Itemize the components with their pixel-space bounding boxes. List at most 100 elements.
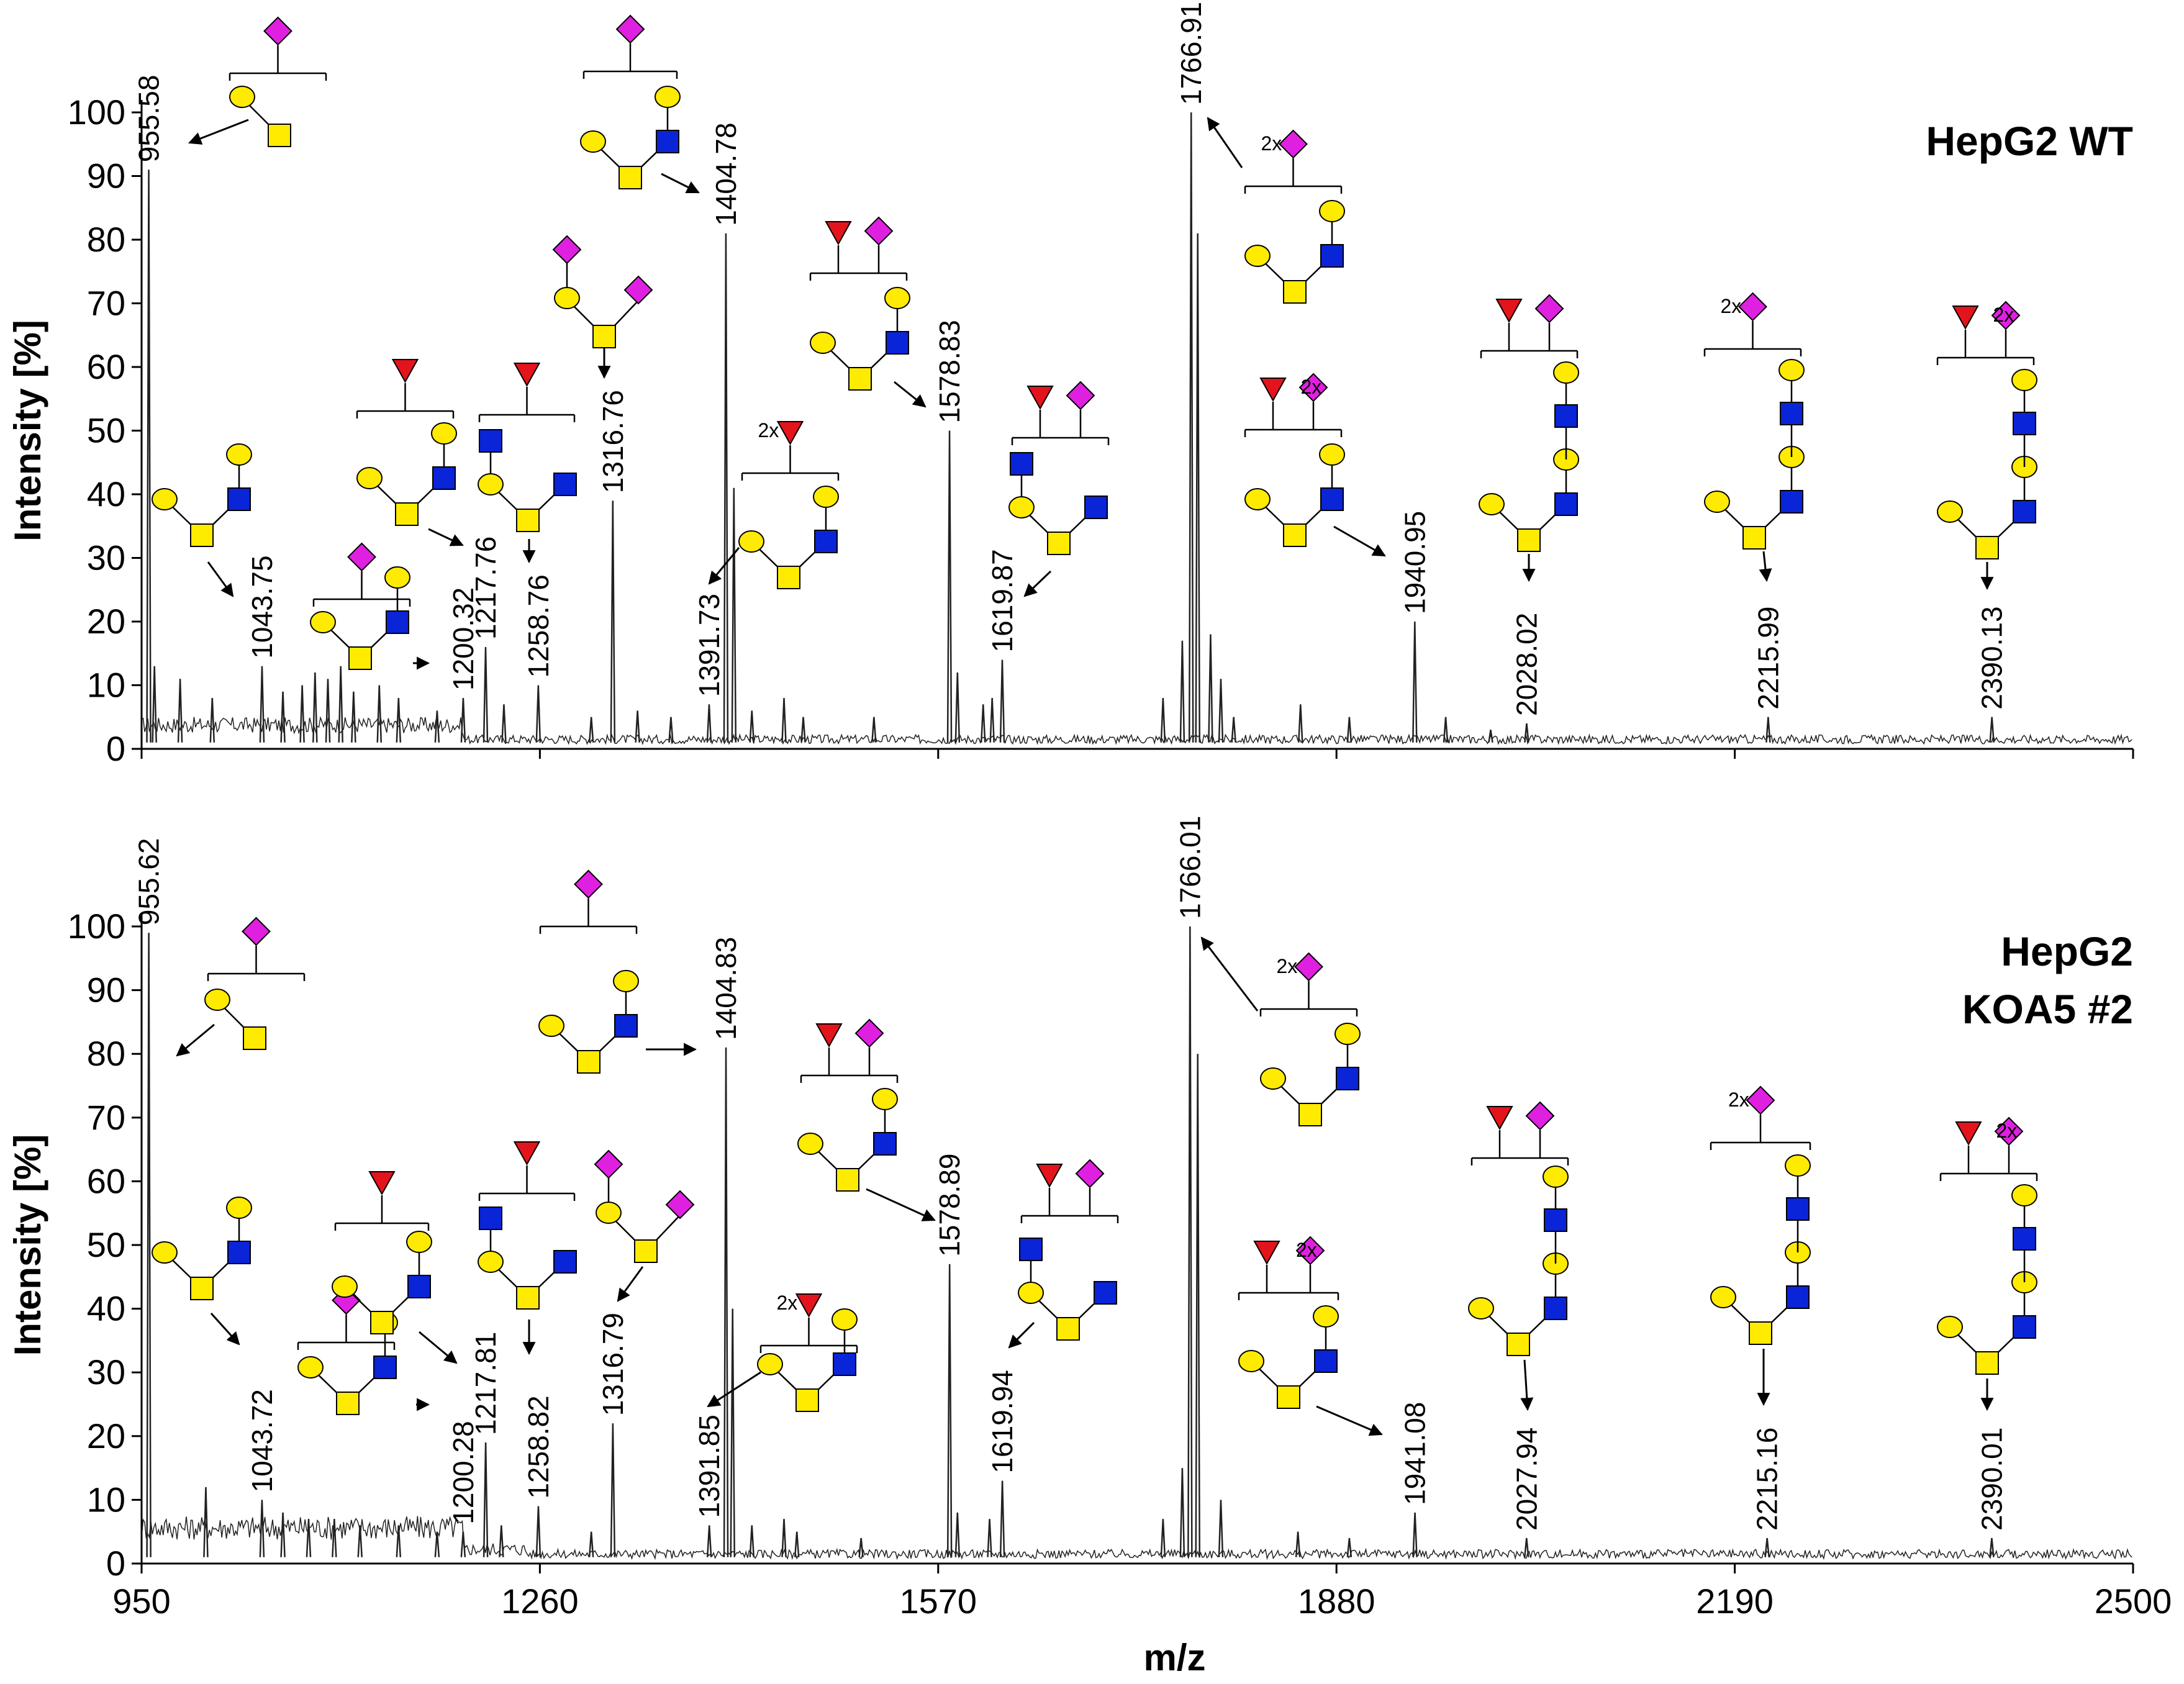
galnac-icon xyxy=(634,1239,658,1263)
spectrum-peak xyxy=(280,691,286,743)
annotation-arrow xyxy=(617,1266,644,1302)
galactose-icon xyxy=(384,566,410,589)
glycan-structure-12: 2x xyxy=(1238,1236,1383,1436)
galactose-icon xyxy=(204,989,230,1011)
glcnac-icon xyxy=(2013,1227,2036,1251)
galactose-icon xyxy=(310,611,336,633)
annotation-arrow xyxy=(1023,570,1052,597)
annotation-arrow xyxy=(894,381,927,408)
galactose-icon xyxy=(580,130,606,153)
galactose-icon xyxy=(226,443,252,466)
spectrum-peak xyxy=(987,1519,992,1557)
galactose-icon xyxy=(152,1241,178,1264)
spectrum-peak xyxy=(351,691,356,743)
panel-title: KOA5 #2 xyxy=(1962,986,2133,1032)
y-tick-label: 80 xyxy=(87,220,125,259)
spectrum-peak xyxy=(858,1537,864,1557)
fucose-icon xyxy=(1253,1241,1280,1265)
count-label: 2x xyxy=(1721,295,1742,317)
peak-label: 1619.94 xyxy=(986,1370,1018,1473)
peak-label: 2028.02 xyxy=(1510,613,1543,716)
spectrum-peak xyxy=(1160,1519,1166,1557)
glycan-structure-14: 2x xyxy=(1703,292,1805,582)
glycan-structure-10 xyxy=(1008,1159,1119,1349)
y-tick-label: 10 xyxy=(87,1480,125,1519)
y-tick-label: 10 xyxy=(87,666,125,705)
peak-label: 1404.83 xyxy=(710,937,742,1040)
glcnac-icon xyxy=(1786,1197,1810,1221)
spectrum-peak xyxy=(1295,1531,1301,1557)
peak-label: 1766.91 xyxy=(1175,2,1207,105)
sialic-acid-icon xyxy=(1534,294,1564,324)
y-tick-label: 90 xyxy=(87,971,125,1010)
galactose-icon xyxy=(406,1231,432,1253)
glcnac-icon xyxy=(227,487,251,511)
glycan-structure-7: 2x xyxy=(707,1292,858,1412)
spectrum-peak xyxy=(209,697,215,743)
count-label: 2x xyxy=(1993,304,2014,326)
galnac-icon xyxy=(1749,1321,1772,1345)
glcnac-icon xyxy=(553,1250,577,1274)
glycan-structure-7: 2x xyxy=(708,419,840,589)
galactose-icon xyxy=(757,1353,783,1375)
spectrum-peak xyxy=(1412,621,1418,743)
annotation-arrow xyxy=(661,173,700,194)
galactose-icon xyxy=(872,1088,898,1110)
sialic-acid-icon xyxy=(665,1190,695,1220)
spectrum-peak xyxy=(483,646,489,743)
spectrum-peak xyxy=(999,1480,1005,1557)
y-tick-label: 30 xyxy=(87,1352,125,1392)
glycan-structure-9 xyxy=(809,216,927,408)
galnac-icon xyxy=(592,325,616,348)
spectrum-peak xyxy=(177,679,183,743)
galactose-icon xyxy=(1710,1286,1736,1308)
galactose-icon xyxy=(1008,496,1035,518)
spectrum-peak xyxy=(954,672,961,743)
glycan-structure-15: 2x xyxy=(1937,1116,2038,1411)
glycan-structure-10 xyxy=(1008,381,1110,597)
peak-label: 2390.01 xyxy=(1975,1428,2008,1531)
peak-label: 955.58 xyxy=(133,75,165,163)
galactose-icon xyxy=(152,488,178,510)
glcnac-icon xyxy=(1314,1349,1338,1373)
glcnac-icon xyxy=(1094,1281,1117,1305)
galnac-icon xyxy=(516,509,540,532)
y-tick-label: 20 xyxy=(87,1416,125,1455)
glcnac-icon xyxy=(814,530,838,553)
galactose-icon xyxy=(2011,369,2037,391)
glcnac-icon xyxy=(2013,1315,2036,1339)
count-label: 2x xyxy=(777,1292,798,1314)
galactose-icon xyxy=(229,86,255,108)
galactose-icon xyxy=(478,473,504,496)
glycan-structure-3 xyxy=(297,1285,430,1415)
spectrum-peak xyxy=(730,1308,735,1557)
galnac-icon xyxy=(243,1026,266,1050)
galactose-icon xyxy=(332,1275,358,1298)
galactose-icon xyxy=(297,1356,324,1378)
annotation-arrow xyxy=(866,1188,936,1221)
spectrum-peak xyxy=(1524,723,1529,743)
peak-label: 1578.89 xyxy=(933,1153,966,1256)
spectrum-peak xyxy=(357,1525,363,1557)
y-tick-label: 50 xyxy=(87,411,125,450)
galactose-icon xyxy=(738,530,764,553)
galnac-icon xyxy=(1056,1317,1080,1341)
galnac-icon xyxy=(777,566,800,589)
glycan-structure-9 xyxy=(797,1018,936,1221)
galactose-icon xyxy=(356,467,383,489)
spectrum-peak xyxy=(588,1531,594,1557)
galnac-icon xyxy=(848,367,872,391)
peak-label: 1258.76 xyxy=(522,574,555,677)
spectrum-peak xyxy=(946,1264,953,1557)
peak-label: 1619.87 xyxy=(986,549,1018,652)
sialic-acid-icon xyxy=(864,216,894,246)
sialic-acid-icon xyxy=(854,1018,884,1048)
galactose-icon xyxy=(1319,443,1345,466)
galactose-icon xyxy=(1334,1023,1361,1045)
sialic-acid-icon xyxy=(1294,952,1323,982)
annotation-arrow xyxy=(419,1331,458,1364)
annotation-arrow xyxy=(1316,1405,1383,1436)
annotation-arrow xyxy=(1759,551,1772,582)
peak-label: 1258.82 xyxy=(522,1395,555,1498)
spectrum-peak xyxy=(781,1519,787,1557)
